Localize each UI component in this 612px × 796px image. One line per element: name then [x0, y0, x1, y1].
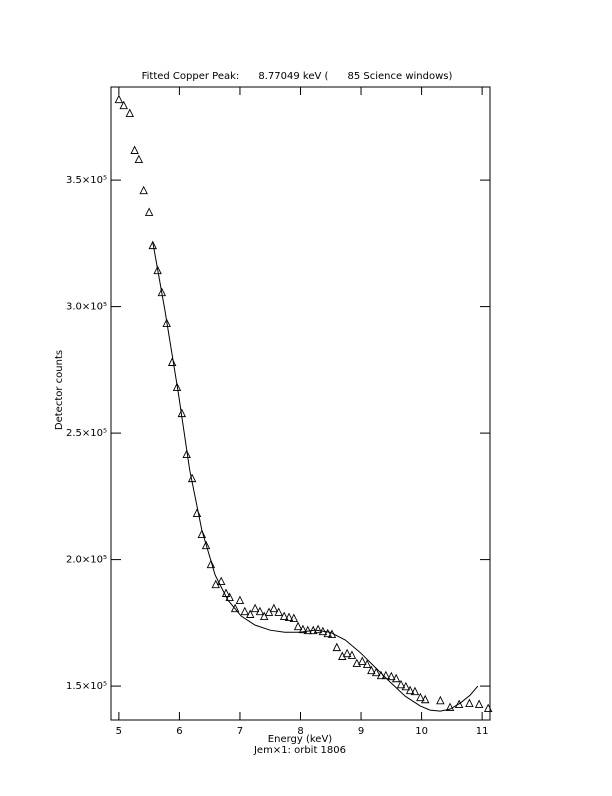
- x-tick-label: 6: [176, 726, 182, 737]
- data-point: [216, 576, 226, 586]
- data-point: [358, 656, 367, 666]
- data-point: [289, 613, 299, 622]
- data-point: [391, 673, 401, 683]
- data-point: [420, 694, 430, 704]
- data-point: [284, 612, 294, 621]
- data-point: [125, 108, 134, 118]
- data-point: [274, 607, 283, 616]
- y-tick-label: 2.5×10⁵: [66, 428, 107, 439]
- x-tick-label: 11: [476, 726, 489, 737]
- data-point: [206, 559, 216, 569]
- data-point: [387, 671, 396, 681]
- data-point: [130, 145, 139, 154]
- x-tick-label: 5: [116, 726, 122, 737]
- data-point: [139, 185, 148, 195]
- y-tick-label: 1.5×10⁵: [66, 681, 107, 692]
- data-point: [416, 692, 425, 702]
- y-tick-label: 3.5×10⁵: [66, 175, 107, 186]
- data-point: [269, 603, 279, 613]
- data-point: [342, 648, 352, 658]
- data-point: [352, 658, 362, 668]
- data-point: [167, 357, 177, 366]
- data-point: [332, 642, 342, 652]
- subtitle: Jem×1: orbit 1806: [253, 745, 346, 756]
- data-point: [153, 265, 162, 275]
- data-point: [371, 667, 381, 677]
- data-point: [148, 240, 158, 250]
- data-point: [362, 659, 372, 669]
- data-point: [182, 449, 191, 459]
- x-tick-label: 7: [237, 726, 243, 737]
- data-point: [454, 699, 464, 709]
- data-point: [279, 611, 289, 620]
- data-point: [114, 94, 124, 104]
- data-point: [410, 686, 420, 696]
- data-point: [465, 698, 474, 707]
- data-point: [225, 592, 234, 601]
- fit-line: [152, 242, 479, 712]
- data-point: [474, 699, 484, 709]
- data-point: [405, 685, 415, 695]
- data-point: [381, 670, 391, 680]
- data-point: [347, 650, 357, 659]
- data-point: [396, 679, 406, 689]
- data-point: [401, 681, 411, 691]
- data-point: [259, 611, 269, 620]
- data-point: [235, 595, 245, 605]
- data-point: [255, 606, 265, 616]
- x-tick-label: 8: [297, 726, 303, 737]
- data-point: [172, 382, 182, 392]
- y-tick-label: 2.0×10⁵: [66, 555, 107, 566]
- data-point: [240, 606, 250, 616]
- data-point: [483, 703, 493, 713]
- data-point: [246, 609, 255, 618]
- data-point: [162, 318, 171, 327]
- data-point: [313, 624, 323, 634]
- data-point: [230, 603, 240, 613]
- data-point: [250, 603, 260, 613]
- data-point: [197, 529, 207, 538]
- data-point: [303, 625, 312, 635]
- data-point: [293, 621, 303, 631]
- y-axis-label: Detector counts: [54, 350, 65, 430]
- data-point: [323, 628, 332, 638]
- data-point: [367, 665, 376, 675]
- x-tick-label: 10: [415, 726, 428, 737]
- data-point: [298, 624, 308, 634]
- data-point: [436, 695, 445, 705]
- x-tick-label: 9: [358, 726, 364, 737]
- data-point: [134, 154, 144, 164]
- x-axis-label: Energy (keV): [268, 734, 333, 745]
- data-point: [445, 702, 455, 712]
- data-point: [201, 540, 211, 550]
- data-point: [144, 207, 154, 216]
- data-point: [119, 100, 128, 110]
- y-tick-label: 3.0×10⁵: [66, 302, 107, 313]
- chart-title: Fitted Copper Peak: 8.77049 keV ( 85 Sci…: [142, 71, 453, 82]
